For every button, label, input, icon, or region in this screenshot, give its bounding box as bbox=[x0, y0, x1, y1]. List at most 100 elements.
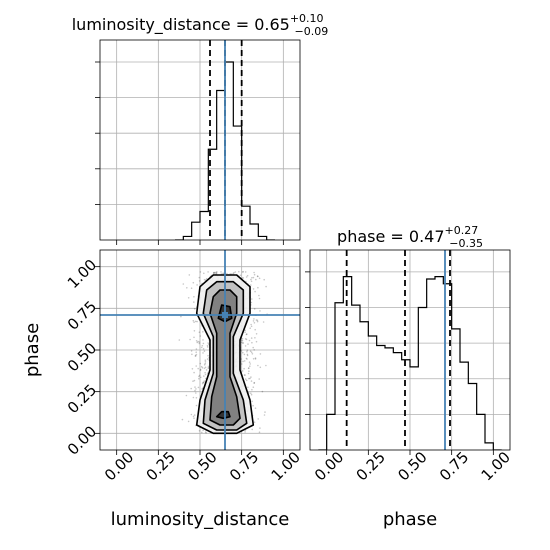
sample-point bbox=[263, 278, 266, 281]
sample-point bbox=[200, 376, 202, 379]
sample-point bbox=[215, 271, 217, 274]
sample-point bbox=[190, 413, 193, 416]
2d-x-tick-label: 0.75 bbox=[226, 448, 262, 484]
y-axis-label-phase: phase bbox=[22, 323, 43, 377]
sample-point bbox=[253, 273, 256, 276]
sample-point bbox=[191, 368, 194, 370]
sample-point bbox=[192, 281, 195, 284]
sample-point bbox=[194, 386, 196, 388]
sample-point bbox=[195, 365, 197, 367]
sample-point bbox=[205, 432, 207, 434]
sample-point bbox=[216, 271, 218, 273]
sample-point bbox=[240, 350, 243, 352]
sample-point bbox=[241, 370, 244, 372]
sample-point bbox=[193, 330, 196, 332]
2d-contours bbox=[195, 274, 255, 435]
sample-point bbox=[241, 342, 244, 344]
sample-point bbox=[241, 337, 244, 340]
sample-point bbox=[252, 276, 255, 279]
2d-truth-marker bbox=[222, 312, 228, 318]
sample-point bbox=[258, 378, 261, 380]
sample-point bbox=[226, 272, 228, 275]
sample-point bbox=[251, 277, 253, 279]
sample-point bbox=[202, 348, 205, 350]
sample-point bbox=[249, 327, 251, 330]
sample-point bbox=[245, 333, 248, 336]
sample-point bbox=[198, 342, 201, 345]
sample-point bbox=[214, 271, 216, 274]
sample-point bbox=[251, 353, 254, 355]
luminosity-distance-histogram-panel: luminosity_distance = 0.65+0.10 −0.09 bbox=[72, 12, 328, 245]
sample-point bbox=[202, 352, 204, 354]
sample-point bbox=[212, 271, 215, 274]
sample-point bbox=[256, 275, 259, 277]
sample-point bbox=[194, 354, 197, 357]
sample-point bbox=[254, 337, 256, 339]
sample-point bbox=[250, 323, 252, 326]
sample-point bbox=[239, 274, 242, 277]
sample-point bbox=[253, 382, 255, 384]
sample-point bbox=[195, 388, 197, 390]
phase-hist-x-tick-label: 0.75 bbox=[436, 448, 472, 484]
sample-point bbox=[207, 342, 209, 344]
contour-level-2 bbox=[209, 289, 241, 426]
sample-point bbox=[245, 338, 248, 341]
sample-point bbox=[207, 354, 209, 357]
sample-point bbox=[196, 284, 198, 286]
sample-point bbox=[258, 297, 261, 300]
sample-point bbox=[259, 366, 262, 369]
sample-point bbox=[199, 369, 202, 372]
sample-point bbox=[205, 277, 208, 280]
sample-point bbox=[201, 344, 204, 347]
2d-y-tick-labels: 0.00 0.25 0.50 0.75 1.00 bbox=[64, 256, 100, 459]
phase-histogram-panel: 0.00 0.25 0.50 0.75 1.00 phase = 0.47+0.27 −0… bbox=[305, 224, 514, 530]
2d-y-tick-label: 0.50 bbox=[64, 339, 100, 375]
sample-point bbox=[258, 277, 261, 280]
sample-point bbox=[204, 366, 207, 369]
sample-point bbox=[259, 310, 261, 312]
sample-point bbox=[201, 367, 204, 369]
sample-point bbox=[198, 430, 201, 432]
sample-point bbox=[204, 373, 207, 376]
sample-point bbox=[245, 357, 248, 360]
sample-point bbox=[215, 272, 218, 274]
sample-point bbox=[247, 386, 249, 389]
sample-point bbox=[243, 367, 245, 370]
sample-point bbox=[250, 337, 253, 339]
sample-point bbox=[247, 367, 250, 370]
sample-point bbox=[251, 400, 253, 403]
sample-point bbox=[232, 272, 234, 275]
ld-title-param: luminosity_distance bbox=[72, 15, 231, 35]
phase-title-param: phase bbox=[337, 227, 385, 246]
2d-x-tick-label: 0.25 bbox=[143, 448, 179, 484]
sample-point bbox=[253, 381, 256, 384]
2d-x-tick-label: 0.50 bbox=[184, 448, 220, 484]
phase-hist-title: phase = 0.47+0.27 −0.35 bbox=[337, 224, 483, 250]
sample-point bbox=[190, 287, 193, 290]
sample-point bbox=[193, 301, 195, 303]
sample-point bbox=[185, 394, 188, 397]
sample-point bbox=[255, 278, 257, 281]
sample-point bbox=[198, 276, 201, 279]
sample-point bbox=[201, 382, 204, 385]
sample-point bbox=[202, 331, 204, 333]
sample-point bbox=[198, 377, 200, 380]
phase-hist-x-tick-labels: 0.00 0.25 0.50 0.75 1.00 bbox=[311, 448, 514, 484]
sample-point bbox=[244, 271, 247, 273]
sample-point bbox=[246, 350, 248, 353]
2d-truth-lines bbox=[100, 250, 300, 450]
sample-point bbox=[258, 294, 260, 297]
ld-hist-ticks bbox=[95, 61, 284, 245]
sample-point bbox=[204, 371, 206, 374]
phase-title-plus: +0.27 bbox=[445, 224, 479, 237]
sample-point bbox=[222, 272, 224, 275]
sample-point bbox=[245, 276, 248, 278]
sample-point bbox=[190, 387, 192, 390]
sample-point bbox=[249, 363, 251, 365]
sample-point bbox=[257, 418, 260, 420]
sample-point bbox=[203, 272, 205, 275]
sample-point bbox=[213, 272, 215, 275]
sample-point bbox=[255, 340, 258, 343]
sample-point bbox=[253, 322, 256, 324]
